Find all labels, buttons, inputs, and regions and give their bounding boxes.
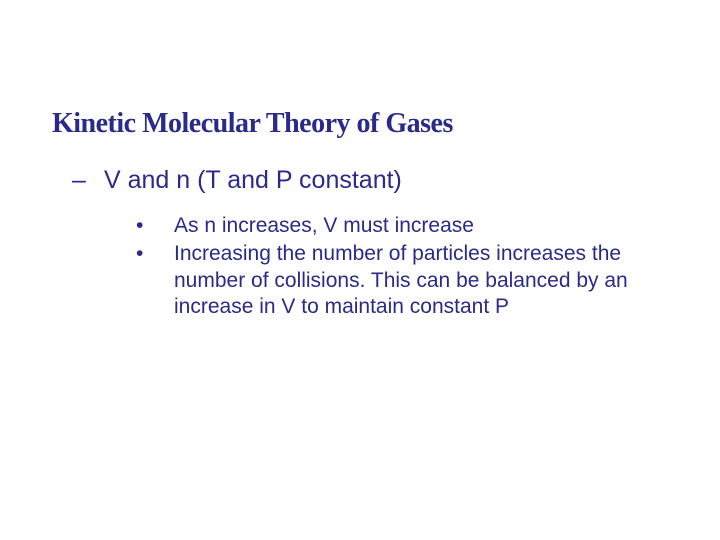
level1-item: –V and n (T and P constant) xyxy=(72,166,402,195)
bullet-marker: • xyxy=(136,213,174,239)
slide-title: Kinetic Molecular Theory of Gases xyxy=(52,108,453,140)
bullet-text: Increasing the number of particles incre… xyxy=(174,241,646,320)
level1-marker: – xyxy=(72,166,104,195)
bullet-text: As n increases, V must increase xyxy=(174,213,646,239)
bullet-list: • As n increases, V must increase • Incr… xyxy=(136,213,646,322)
slide: Kinetic Molecular Theory of Gases –V and… xyxy=(0,0,720,540)
list-item: • Increasing the number of particles inc… xyxy=(136,241,646,320)
list-item: • As n increases, V must increase xyxy=(136,213,646,239)
level1-text: V and n (T and P constant) xyxy=(104,166,402,194)
bullet-marker: • xyxy=(136,241,174,267)
